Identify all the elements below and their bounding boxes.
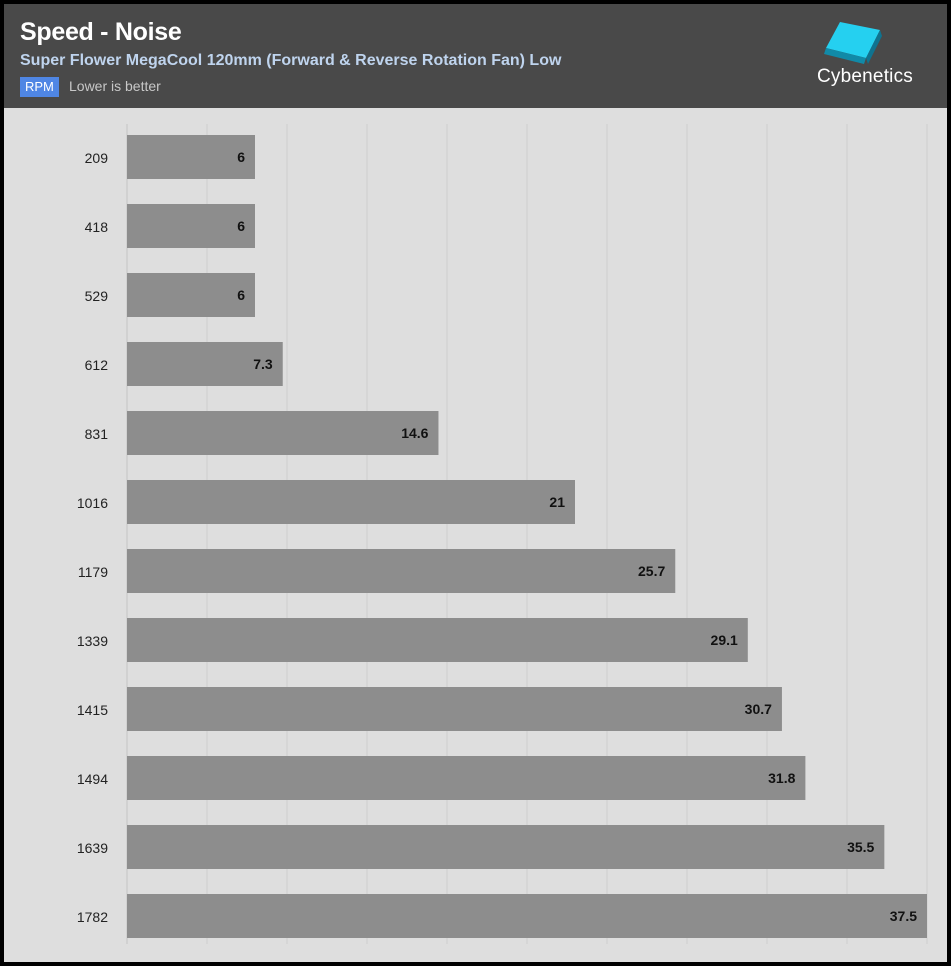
bar-1415 bbox=[127, 687, 782, 731]
chart-header: Speed - Noise Super Flower MegaCool 120m… bbox=[4, 4, 947, 108]
data-label: 6 bbox=[237, 218, 245, 234]
chart-subtitle: Super Flower MegaCool 120mm (Forward & R… bbox=[20, 52, 562, 69]
bar-1782 bbox=[127, 894, 927, 938]
y-tick-label: 1639 bbox=[77, 840, 108, 856]
y-tick-label: 418 bbox=[85, 219, 109, 235]
data-label: 35.5 bbox=[847, 839, 874, 855]
bar-209 bbox=[127, 135, 255, 179]
y-tick-label: 1016 bbox=[77, 495, 108, 511]
data-label: 14.6 bbox=[401, 425, 428, 441]
cube-logo-icon bbox=[824, 22, 882, 64]
data-label: 6 bbox=[237, 287, 245, 303]
data-label: 21 bbox=[549, 494, 565, 510]
data-label: 29.1 bbox=[711, 632, 738, 648]
y-tick-label: 1339 bbox=[77, 633, 108, 649]
y-tick-label: 529 bbox=[85, 288, 109, 304]
y-tick-label: 612 bbox=[85, 357, 109, 373]
data-label: 30.7 bbox=[745, 701, 772, 717]
bar-1179 bbox=[127, 549, 676, 593]
bar-1494 bbox=[127, 756, 806, 800]
y-tick-label: 209 bbox=[85, 150, 109, 166]
bar-612 bbox=[127, 342, 283, 386]
logo-text: Cybenetics bbox=[817, 66, 913, 87]
bar-1639 bbox=[127, 825, 885, 869]
data-label: 37.5 bbox=[890, 908, 917, 924]
bar-1339 bbox=[127, 618, 748, 662]
data-label: 7.3 bbox=[253, 356, 273, 372]
bar-529 bbox=[127, 273, 255, 317]
chart-title: Speed - Noise bbox=[20, 18, 182, 46]
data-label: 6 bbox=[237, 149, 245, 165]
data-label: 31.8 bbox=[768, 770, 795, 786]
bar-1016 bbox=[127, 480, 575, 524]
unit-badge: RPM bbox=[20, 77, 59, 97]
y-tick-label: 1782 bbox=[77, 909, 108, 925]
bar-831 bbox=[127, 411, 439, 455]
cybenetics-logo: Cybenetics bbox=[810, 18, 920, 98]
y-tick-label: 831 bbox=[85, 426, 109, 442]
bar-418 bbox=[127, 204, 255, 248]
y-tick-label: 1415 bbox=[77, 702, 108, 718]
lower-is-better-note: Lower is better bbox=[69, 78, 161, 94]
y-tick-label: 1494 bbox=[77, 771, 108, 787]
data-label: 25.7 bbox=[638, 563, 665, 579]
chart-frame: Speed - Noise Super Flower MegaCool 120m… bbox=[4, 4, 947, 962]
bar-chart: 209 6 418 6 529 6 612 7.3 831 14.6 1016 21 1179 25.7 1… bbox=[77, 124, 928, 944]
y-tick-label: 1179 bbox=[78, 564, 108, 580]
